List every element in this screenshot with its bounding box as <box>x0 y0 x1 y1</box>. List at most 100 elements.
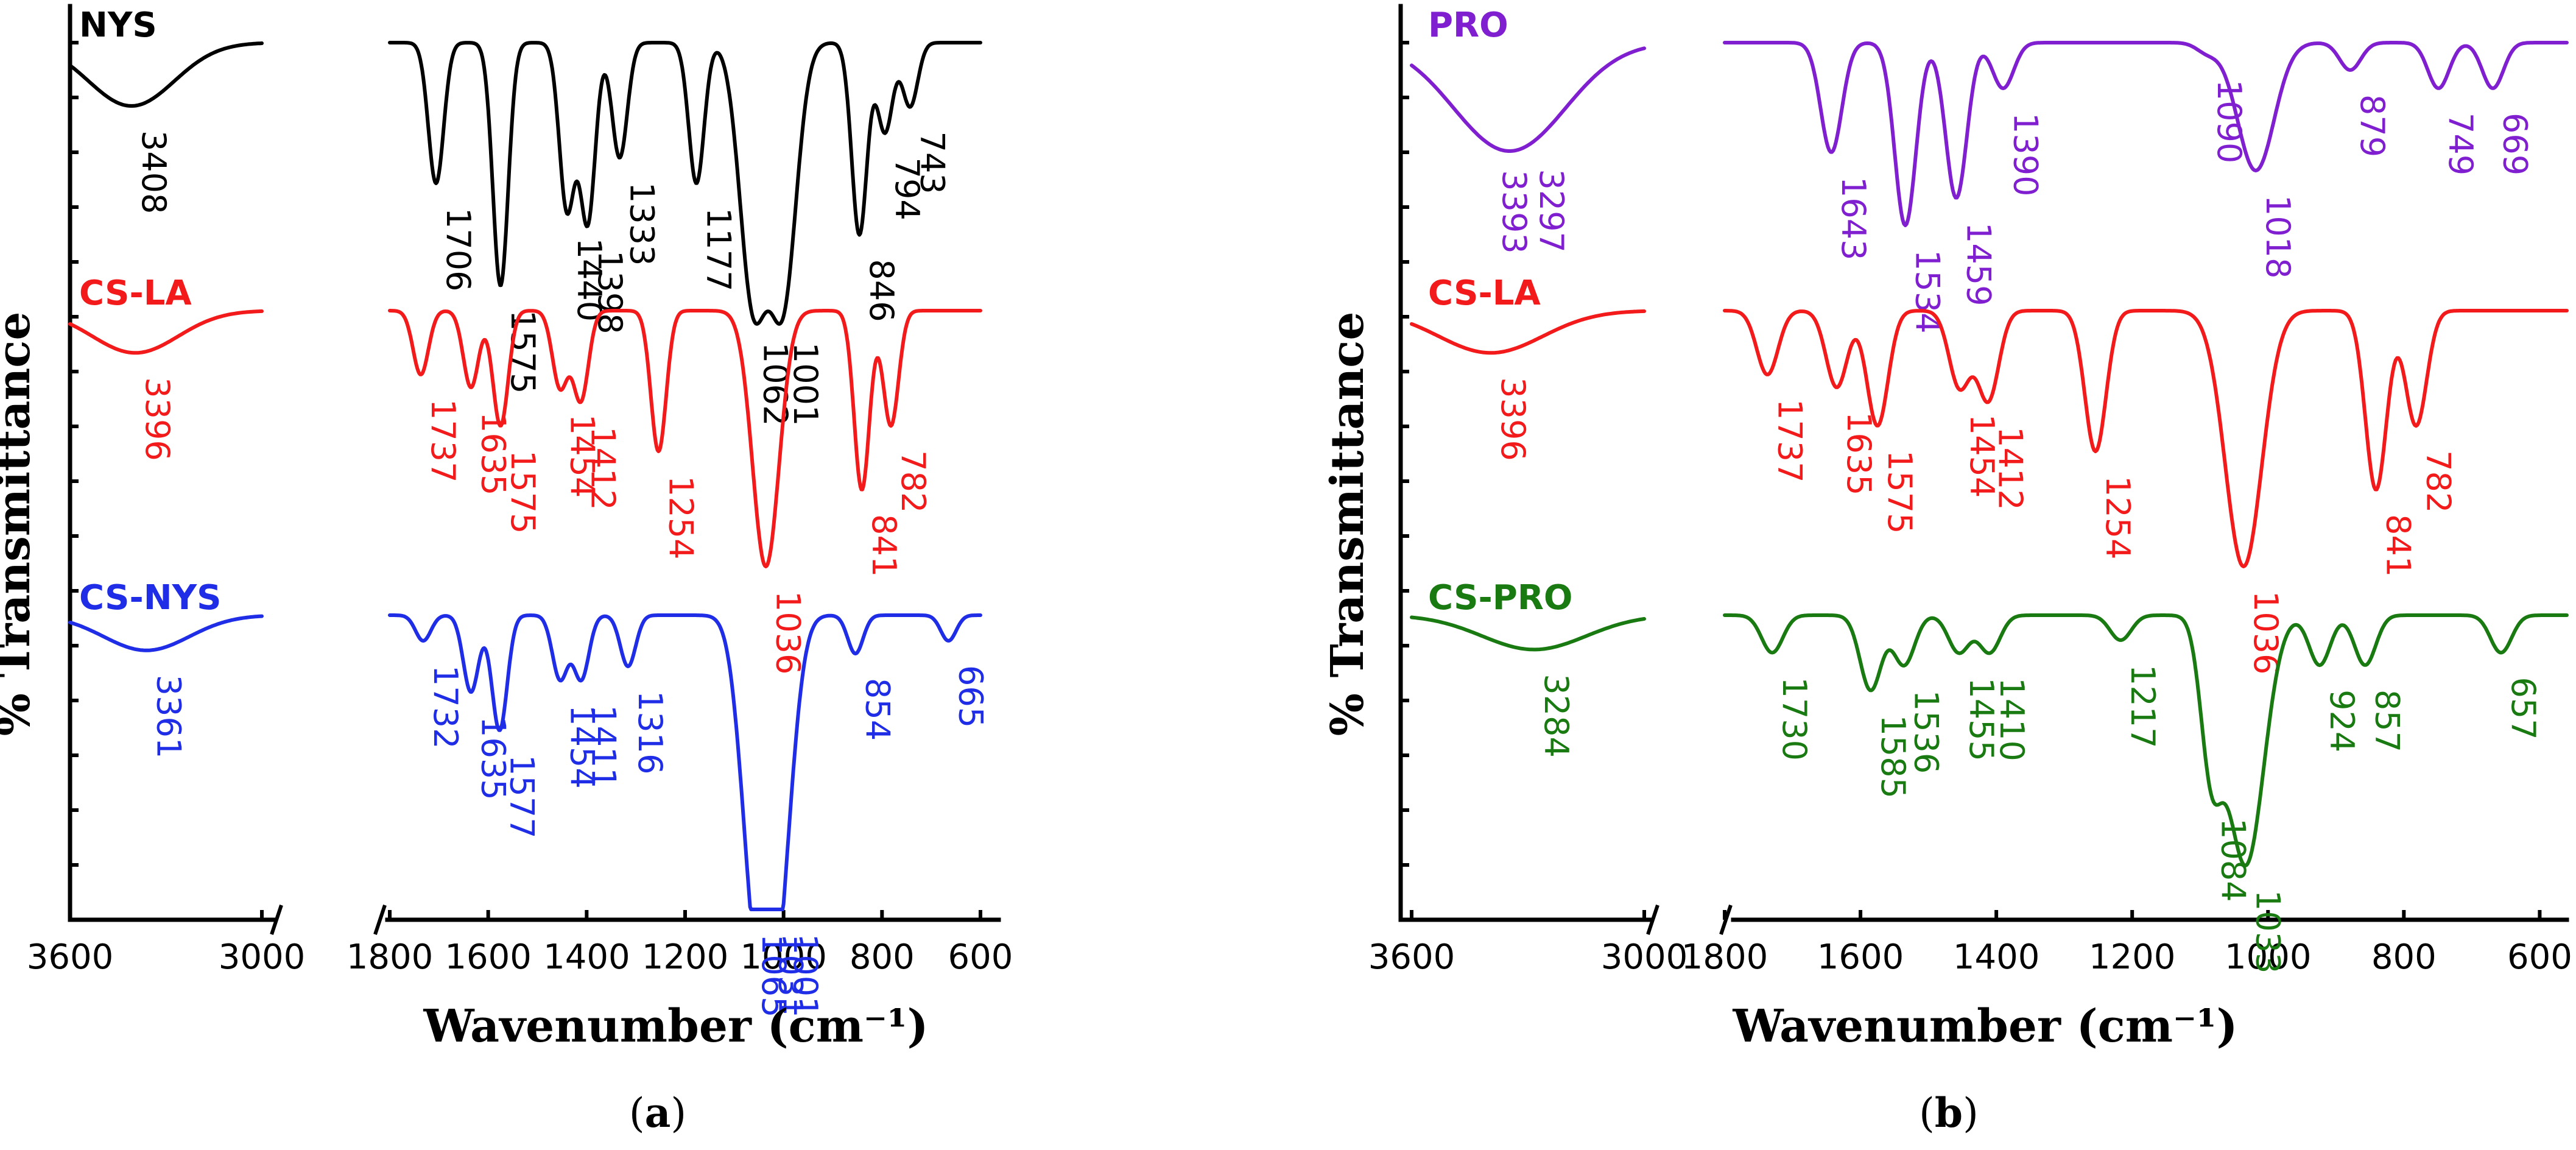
peak-label: 3396 <box>138 377 177 460</box>
peak-label: 1585 <box>1874 715 1912 799</box>
series-line-right <box>388 309 982 568</box>
peak-label: 3361 <box>149 675 188 758</box>
peak-label: 1536 <box>1907 690 1945 774</box>
series-line-right <box>1723 309 2569 568</box>
peak-label: 1316 <box>631 691 669 774</box>
peak-label: 1706 <box>439 208 477 291</box>
peak-label: 1065 <box>755 934 793 1017</box>
x-tick-label: 800 <box>2371 937 2437 977</box>
peak-label: 1635 <box>474 412 512 495</box>
peak-label: 1643 <box>1834 177 1873 260</box>
series-name-label: CS-PRO <box>1428 578 1572 618</box>
series-name-label: CS-LA <box>79 273 192 313</box>
panel-label-b: (b) <box>1919 1089 1979 1137</box>
series-name-label: CS-LA <box>1428 273 1541 313</box>
axis-break-mark <box>270 905 283 935</box>
panel-a: % Transmittance 3600 3000 1800 1600 1400 1200… <box>0 4 1013 1137</box>
x-tick-label: 1200 <box>642 937 729 977</box>
x-tick-label: 1000 <box>2225 937 2312 977</box>
peak-label: 1254 <box>2099 476 2137 559</box>
x-tick-label: 3000 <box>219 937 306 977</box>
x-tick-label: 600 <box>948 937 1013 977</box>
x-axis-title-a: Wavenumber (cm⁻¹) <box>423 1000 928 1053</box>
peak-label: 1177 <box>700 208 738 291</box>
x-tick-label: 1400 <box>543 937 630 977</box>
peak-label: 782 <box>2419 450 2457 513</box>
peak-label: 1412 <box>1991 426 2030 510</box>
peak-label: 1412 <box>584 426 622 510</box>
series-line-left <box>1410 309 1646 355</box>
peak-label: 1036 <box>769 591 808 674</box>
series-line-left <box>68 614 264 652</box>
x-tick-label: 3000 <box>1601 937 1688 977</box>
series-line-right <box>388 613 982 911</box>
x-tick-label: 1800 <box>1681 937 1768 977</box>
peak-label: 3297 <box>1532 169 1571 252</box>
series-line-right <box>1723 613 2569 867</box>
series-line-left <box>1410 46 1646 153</box>
axis-break-mark <box>373 905 387 935</box>
peak-label: 1730 <box>1775 677 1814 761</box>
peak-label: 1455 <box>1962 677 2001 761</box>
peak-label: 1737 <box>1770 399 1809 482</box>
peak-label: 782 <box>894 450 932 513</box>
peak-label: 1031 <box>772 934 810 1017</box>
series-line-left <box>68 41 264 108</box>
peak-label: 841 <box>2379 514 2418 577</box>
peak-label: 1090 <box>2210 80 2248 163</box>
peak-label: 743 <box>913 132 951 194</box>
peak-label: 1411 <box>584 705 622 788</box>
peak-label: 1454 <box>563 705 602 788</box>
x-tick-label: 1600 <box>1817 937 1904 977</box>
peak-label: 1440 <box>570 238 608 322</box>
x-tick-label: 1400 <box>1953 937 2040 977</box>
peak-label: 657 <box>2504 677 2543 740</box>
peak-label: 669 <box>2496 113 2534 175</box>
peak-label: 1454 <box>563 414 602 498</box>
x-tick-label: 1200 <box>2089 937 2176 977</box>
series-line-left <box>1410 615 1646 652</box>
x-axis-title-b: Wavenumber (cm⁻¹) <box>1732 1000 2237 1053</box>
peak-label: 1390 <box>2006 113 2044 196</box>
peak-label: 1534 <box>1909 250 1947 333</box>
peak-label: 749 <box>2441 113 2480 175</box>
series-line-left <box>68 309 264 355</box>
peak-label: 3284 <box>1537 674 1575 757</box>
peak-label: 3408 <box>135 130 173 214</box>
peak-label: 1577 <box>502 755 541 838</box>
peak-label: 1459 <box>1959 222 1997 306</box>
x-tick-label: 1800 <box>347 937 434 977</box>
peak-label: 1410 <box>1993 677 2031 761</box>
x-tick-label: 1000 <box>740 937 827 977</box>
series-name-label: PRO <box>1428 5 1508 45</box>
peak-label: 1575 <box>1881 450 1919 534</box>
panel-letter-a: a <box>645 1089 671 1137</box>
peak-label: 1084 <box>2214 818 2253 901</box>
peak-label: 1018 <box>2259 195 2297 278</box>
x-tick-label: 800 <box>850 937 915 977</box>
peak-label: 1635 <box>1840 412 1878 495</box>
peak-label: 841 <box>865 514 903 577</box>
axis-break-mark <box>1646 905 1659 935</box>
x-tick-label: 3600 <box>27 937 114 977</box>
peak-label: 1575 <box>504 450 542 534</box>
peak-label: 857 <box>2368 690 2407 752</box>
peak-label: 924 <box>2323 690 2361 752</box>
peak-label: 1454 <box>1963 414 2001 498</box>
x-tick-label: 600 <box>2507 937 2572 977</box>
peak-label: 1217 <box>2124 665 2162 748</box>
peak-label: 1001 <box>786 934 825 1017</box>
peak-label: 854 <box>859 678 897 741</box>
peak-label: 665 <box>951 665 990 728</box>
x-tick-label: 3600 <box>1368 937 1455 977</box>
peak-label: 3393 <box>1495 170 1533 253</box>
peak-label: 1732 <box>426 665 465 749</box>
axes: 3600 3000 1800 1600 1400 1200 1000 800 600 <box>27 4 1013 977</box>
series-name-label: NYS <box>79 5 157 45</box>
